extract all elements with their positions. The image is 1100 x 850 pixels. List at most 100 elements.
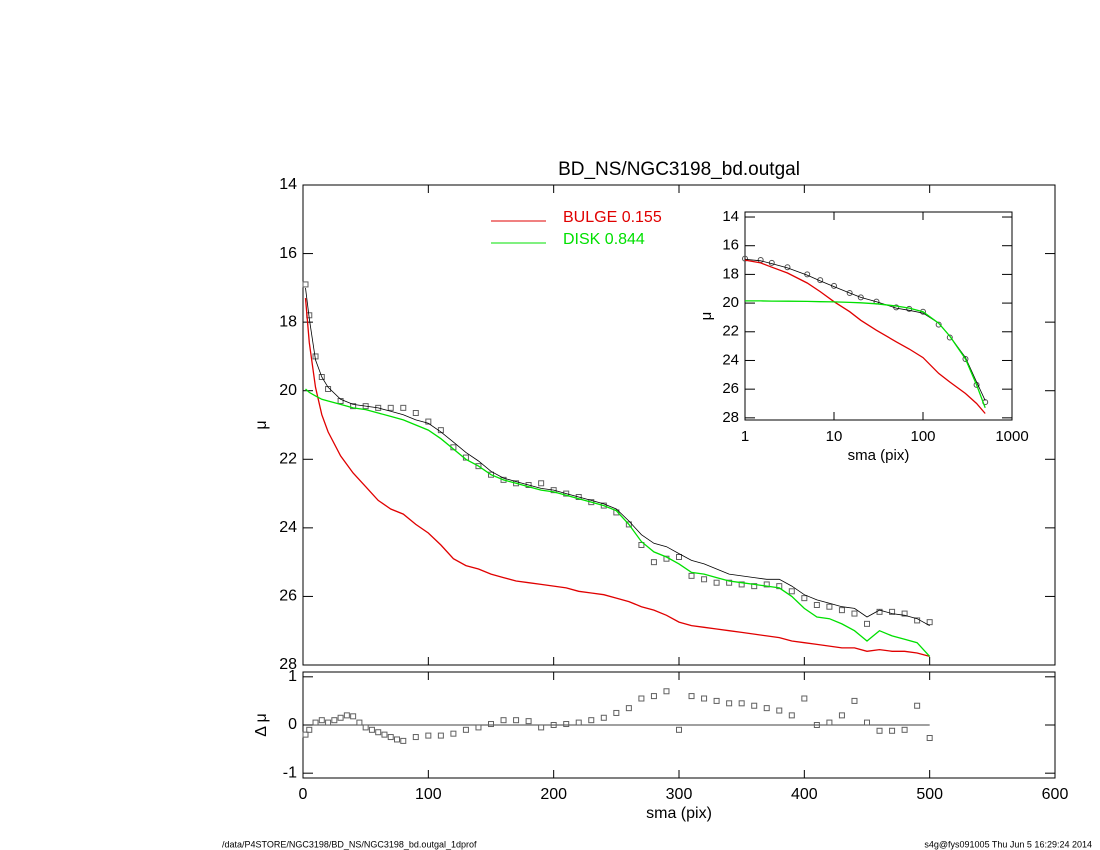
x-tick-label: 200	[540, 786, 567, 803]
footer-path: /data/P4STORE/NGC3198/BD_NS/NGC3198_bd.o…	[222, 839, 477, 849]
data-point	[381, 731, 388, 738]
data-point	[488, 471, 494, 478]
data-point	[394, 736, 400, 743]
data-point	[751, 702, 758, 709]
x-tick-label: 300	[666, 786, 693, 803]
footer-stamp: s4g@fys091005 Thu Jun 5 16:29:24 2014	[924, 839, 1092, 849]
data-point	[738, 700, 745, 707]
y-tick-label: 28	[722, 409, 739, 426]
data-point	[826, 719, 833, 726]
data-point	[688, 572, 695, 579]
data-point	[563, 490, 570, 497]
y-tick-label: 0	[288, 716, 297, 733]
x-tick-label: 500	[916, 786, 943, 803]
data-point	[788, 588, 795, 595]
y-tick-label: 20	[722, 294, 739, 311]
x-tick-label: 1	[741, 428, 749, 445]
data-point	[575, 719, 582, 726]
data-point	[625, 705, 632, 712]
series-line	[305, 287, 930, 626]
data-point	[962, 356, 969, 363]
data-point	[864, 620, 870, 627]
data-point	[475, 463, 482, 470]
x-axis-label: sma (pix)	[646, 805, 712, 822]
data-point	[437, 732, 444, 739]
y-tick-label: 16	[722, 237, 739, 254]
data-point	[742, 255, 748, 262]
data-point	[838, 607, 845, 614]
chart-title: BD_NS/NGC3198_bd.outgal	[558, 159, 800, 180]
data-point	[362, 724, 369, 731]
x-tick-label: 0	[299, 786, 308, 803]
y-tick-label: 16	[279, 245, 297, 262]
data-point	[946, 334, 953, 341]
data-point	[350, 713, 357, 720]
data-point	[613, 509, 620, 516]
data-point	[926, 735, 933, 742]
data-point	[738, 581, 745, 588]
x-tick-label: 100	[415, 786, 442, 803]
data-point	[387, 404, 394, 411]
data-point	[751, 583, 758, 590]
data-point	[331, 717, 338, 724]
y-tick-label: 14	[279, 176, 297, 193]
data-point	[613, 709, 620, 716]
data-point	[857, 294, 864, 301]
x-tick-label: 10	[826, 428, 843, 445]
data-point	[306, 726, 313, 733]
y-tick-label: 20	[279, 382, 297, 399]
y-tick-label: 18	[722, 265, 739, 282]
data-point	[889, 608, 896, 615]
data-point	[650, 559, 657, 566]
data-point	[713, 579, 720, 586]
y-tick-label: 1	[288, 668, 297, 685]
series-line	[745, 300, 986, 409]
data-point	[475, 724, 482, 731]
plot-frame	[744, 211, 1013, 421]
series-line	[304, 298, 930, 658]
legend-label: BULGE 0.155	[563, 209, 662, 226]
data-point	[412, 410, 419, 416]
data-point	[638, 695, 645, 702]
data-point	[500, 717, 507, 724]
data-point	[425, 418, 432, 425]
data-point	[538, 480, 545, 487]
series-line	[305, 388, 931, 657]
data-point	[513, 717, 520, 724]
data-point	[901, 726, 908, 733]
data-point	[318, 717, 325, 724]
data-point	[625, 521, 632, 528]
data-point	[638, 542, 645, 548]
data-point	[563, 721, 570, 728]
data-point	[375, 729, 382, 736]
data-point	[400, 737, 407, 744]
data-point	[701, 576, 708, 583]
data-point	[588, 717, 595, 724]
data-point	[801, 695, 808, 702]
data-point	[726, 700, 733, 707]
data-point	[575, 494, 582, 500]
data-point	[846, 290, 853, 297]
data-point	[813, 722, 820, 728]
data-point	[926, 619, 933, 626]
data-point	[688, 693, 695, 700]
legend-label: DISK 0.844	[563, 231, 645, 248]
data-point	[826, 603, 833, 610]
data-point	[525, 718, 532, 725]
y-tick-label: 26	[722, 380, 739, 397]
y-tick-label: 22	[279, 451, 297, 468]
data-point	[901, 610, 908, 617]
y-tick-label: 28	[279, 656, 297, 673]
data-point	[776, 707, 783, 714]
data-point	[412, 734, 419, 741]
data-point	[788, 712, 795, 719]
data-point	[387, 734, 394, 741]
data-point	[343, 712, 350, 719]
x-tick-label: 400	[791, 786, 818, 803]
data-point	[488, 721, 494, 728]
data-point	[302, 281, 309, 288]
data-point	[813, 602, 820, 608]
data-point	[337, 398, 344, 404]
